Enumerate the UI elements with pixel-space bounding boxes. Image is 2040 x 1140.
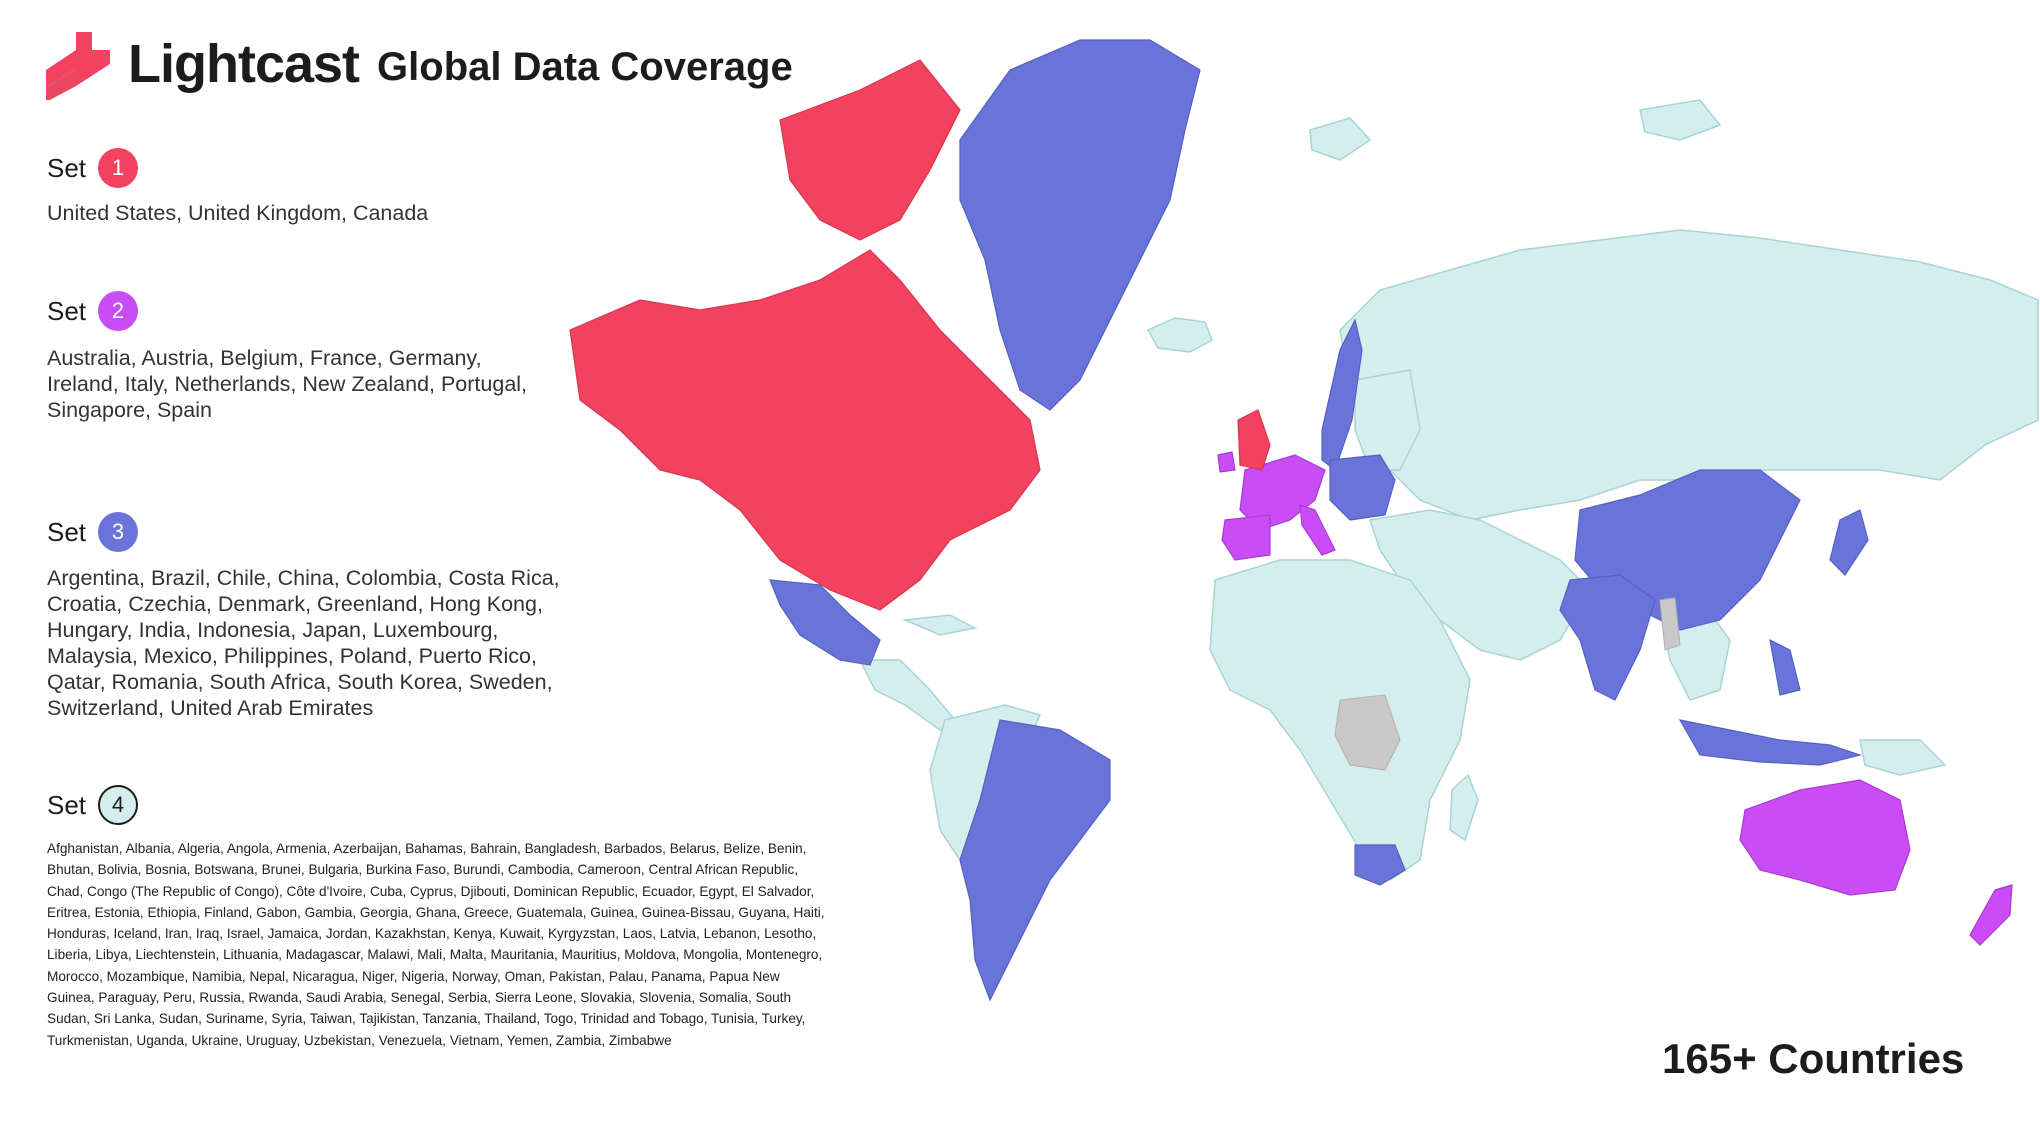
india-region xyxy=(1559,574,1656,701)
page-header: Lightcast Global Data Coverage xyxy=(42,28,793,100)
greenland-region xyxy=(959,39,1201,411)
north-america-region xyxy=(569,249,1041,611)
brand-name: Lightcast xyxy=(128,34,360,94)
set-label: Set xyxy=(47,152,87,183)
set-number-badge: 4 xyxy=(98,785,139,825)
uk-region xyxy=(1237,409,1271,471)
south-america-region xyxy=(959,719,1111,1002)
lightcast-logo-icon xyxy=(46,32,110,100)
set-1-header: Set 1 xyxy=(47,148,139,188)
arctic-islands-region xyxy=(1309,117,1372,161)
mexico-region xyxy=(769,579,881,666)
set-label: Set xyxy=(47,516,87,547)
set-2-header: Set 2 xyxy=(47,291,139,331)
no-data-region xyxy=(1334,694,1401,771)
set-3-header: Set 3 xyxy=(47,512,139,552)
page-title: Global Data Coverage xyxy=(377,44,793,89)
set-4-countries: Afghanistan, Albania, Algeria, Angola, A… xyxy=(47,841,825,1048)
iceland-region xyxy=(1146,317,1213,353)
set-4-header: Set 4 xyxy=(47,785,139,825)
country-count: 165+ Countries xyxy=(1662,1035,1965,1082)
set-2-countries: Australia, Austria, Belgium, France, Ger… xyxy=(47,346,528,422)
world-map xyxy=(569,39,2039,1002)
russia-asia-region xyxy=(1339,229,2039,521)
set-label: Set xyxy=(47,295,87,326)
set-1-countries: United States, United Kingdom, Canada xyxy=(47,201,429,225)
set-number-badge: 1 xyxy=(98,148,139,188)
set-3-countries: Argentina, Brazil, Chile, China, Colombi… xyxy=(47,566,560,720)
set-number-badge: 2 xyxy=(98,291,139,331)
australia-region xyxy=(1739,779,1911,896)
set-number-badge: 3 xyxy=(98,512,139,552)
set-label: Set xyxy=(47,789,87,820)
